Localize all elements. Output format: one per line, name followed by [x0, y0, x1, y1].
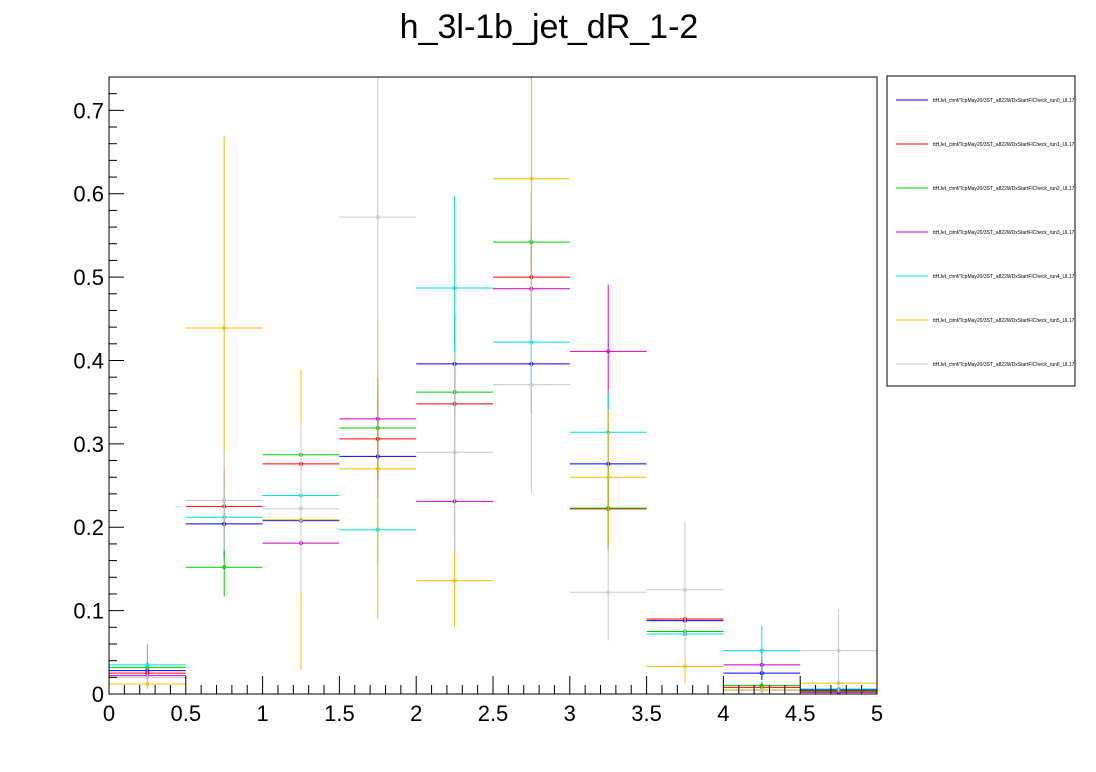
x-tick-label: 0.5: [171, 701, 202, 726]
y-tick-label: 0: [92, 682, 104, 707]
legend: ttHJet_ctmf/TcpMay20/3ST_a822WDxStartFIC…: [886, 75, 1076, 387]
chart-title: h_3l-1b_jet_dR_1-2: [400, 8, 699, 46]
data-point: [759, 648, 764, 653]
y-tick-label: 0.6: [73, 182, 104, 207]
y-tick-label: 0.1: [73, 599, 104, 624]
data-point: [529, 382, 534, 387]
x-tick-label: 4: [717, 701, 729, 726]
y-tick-label: 0.2: [73, 515, 104, 540]
data-point: [759, 688, 764, 693]
axes: 0 0.5 1 1.5 2 2.5 3 3.5 4 4.5 5 0 0.1 0.2 0.3 0.4 0.5 0.6…: [73, 76, 883, 726]
y-tick-label: 0.7: [73, 98, 104, 123]
x-tick-label: 4.5: [785, 701, 816, 726]
data-point: [606, 349, 611, 354]
series-5: [109, 77, 877, 694]
series-6: [109, 77, 877, 694]
data-point: [683, 664, 688, 669]
data-point: [836, 648, 841, 653]
legend-entry-label: ttHJet_ctmf/TcpMay20/3ST_a822WDxStartFIC…: [933, 186, 1075, 192]
x-tick-label: 1: [256, 701, 268, 726]
data-point: [145, 681, 150, 686]
legend-entry-label: ttHJet_ctmf/TcpMay20/3ST_a822WDxStartFIC…: [933, 142, 1075, 148]
data-point: [145, 675, 150, 680]
data-point: [529, 176, 534, 181]
data-point: [452, 450, 457, 455]
y-tick-label: 0.5: [73, 265, 104, 290]
x-tick-label: 0: [103, 701, 115, 726]
y-tick-label: 0.4: [73, 348, 104, 373]
legend-entry-label: ttHJet_ctmf/TcpMay20/3ST_a822WDxStartFIC…: [933, 318, 1075, 324]
plot-marks: [109, 77, 877, 695]
x-tick-label: 2: [410, 701, 422, 726]
data-point: [606, 475, 611, 480]
y-tick-label: 0.3: [73, 432, 104, 457]
data-point: [375, 215, 380, 220]
data-point: [145, 662, 150, 667]
data-point: [298, 506, 303, 511]
x-tick-label: 1.5: [324, 701, 355, 726]
legend-entry-label: ttHJet_ctmf/TcpMay20/3ST_a822WDxStartFIC…: [933, 98, 1075, 104]
data-point: [222, 325, 227, 330]
data-point: [222, 498, 227, 503]
legend-entry-label: ttHJet_ctmf/TcpMay20/3ST_a822WDxStartFIC…: [933, 362, 1075, 368]
x-tick-label: 3.5: [631, 701, 662, 726]
legend-box: [886, 75, 1076, 387]
legend-entry-label: ttHJet_ctmf/TcpMay20/3ST_a822WDxStartFIC…: [933, 230, 1075, 236]
data-point: [222, 565, 227, 570]
x-tick-label: 3: [564, 701, 576, 726]
data-point: [452, 285, 457, 290]
data-point: [606, 590, 611, 595]
legend-entry-label: ttHJet_ctmf/TcpMay20/3ST_a822WDxStartFIC…: [933, 274, 1075, 280]
x-tick-label: 5: [871, 701, 883, 726]
x-tick-label: 2.5: [478, 701, 509, 726]
data-point: [683, 587, 688, 592]
data-point: [452, 578, 457, 583]
data-point: [375, 466, 380, 471]
